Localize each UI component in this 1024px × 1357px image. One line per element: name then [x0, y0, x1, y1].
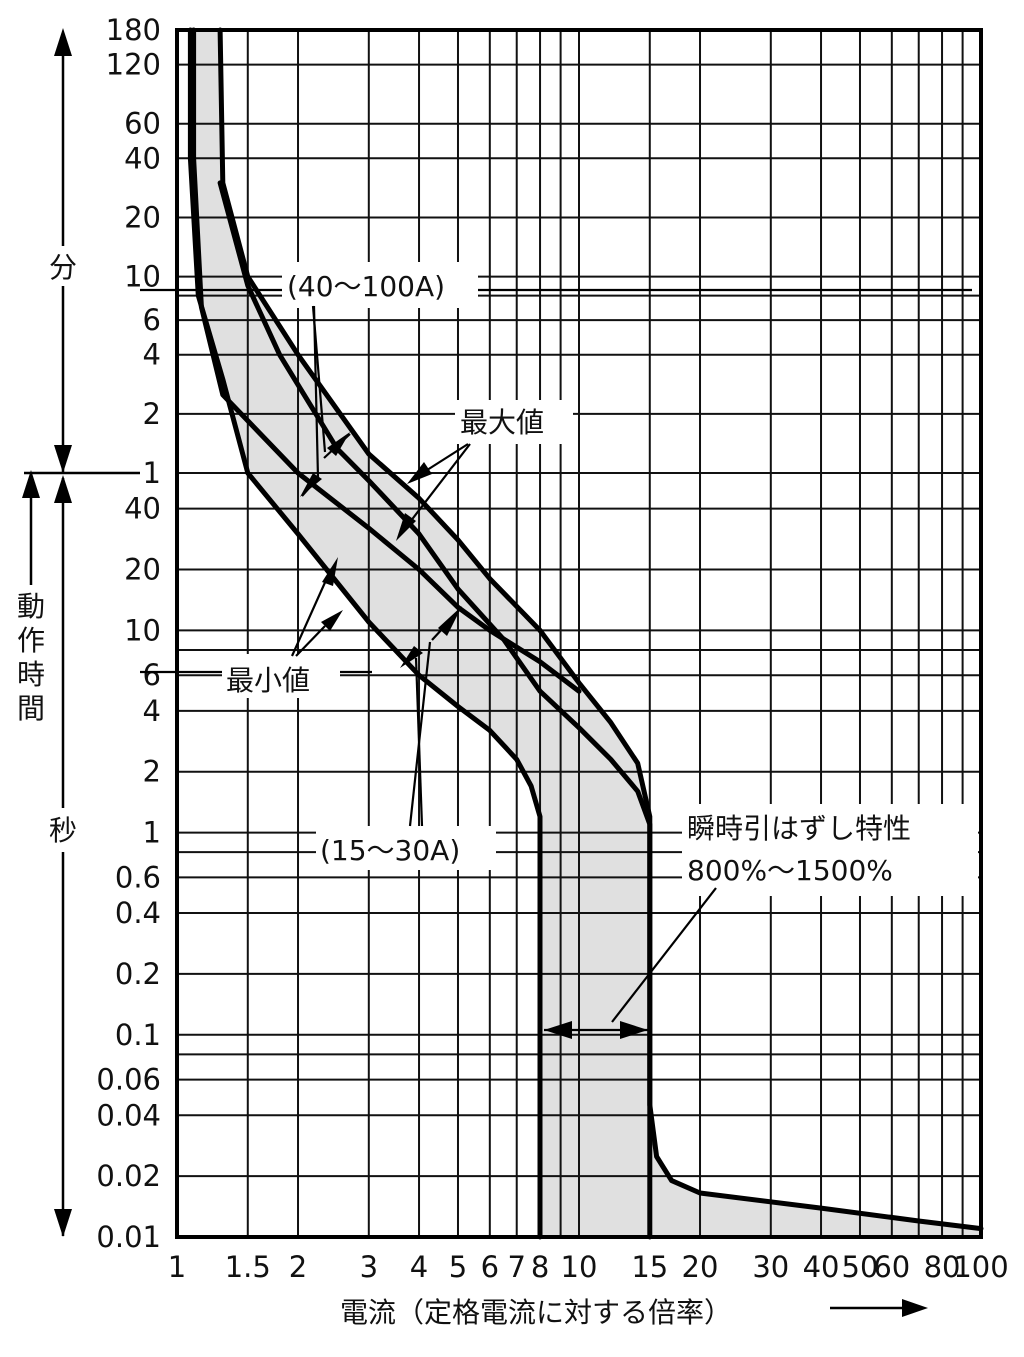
y-tick-label: 1	[143, 456, 161, 490]
y-tick-label: 0.4	[115, 896, 161, 930]
y-axis-label: 動作時間	[17, 590, 45, 725]
y-tick-label: 0.1	[115, 1018, 161, 1052]
annotation-40-100a: (40～100A)	[287, 270, 445, 303]
x-tick-label: 1	[168, 1250, 186, 1284]
x-tick-label: 40	[803, 1250, 840, 1284]
y-tick-label: 10	[124, 613, 161, 647]
x-tick-label: 7	[508, 1250, 526, 1284]
y-tick-label: 4	[143, 694, 161, 728]
y-tick-label: 120	[106, 48, 161, 82]
x-tick-label: 30	[752, 1250, 789, 1284]
y-axis-unit-indicators: 分 秒 動作時間	[17, 28, 140, 1237]
annotation-instantaneous-trip: 瞬時引はずし特性	[687, 812, 911, 845]
annotation-15-30a: (15～30A)	[320, 834, 460, 867]
y-tick-label: 0.04	[96, 1098, 161, 1132]
minutes-arrow-top-icon	[54, 28, 72, 56]
y-tick-label: 60	[124, 107, 161, 141]
y-tick-label: 6	[143, 658, 161, 692]
band-area	[190, 30, 981, 1237]
y-tick-label: 0.6	[115, 860, 161, 894]
trip-curves	[187, 27, 984, 1240]
x-tick-label: 15	[631, 1250, 668, 1284]
y-tick-label: 2	[143, 397, 161, 431]
x-tick-label: 6	[481, 1250, 499, 1284]
x-tick-label: 5	[449, 1250, 467, 1284]
y-tick-label: 40	[124, 141, 161, 175]
y-tick-label: 4	[143, 338, 161, 372]
grid	[176, 29, 982, 1238]
annotation-min-value: 最小値	[226, 664, 310, 697]
x-tick-label: 80	[924, 1250, 961, 1284]
y-tick-label: 20	[124, 552, 161, 586]
x-tick-label: 20	[682, 1250, 719, 1284]
x-tick-label: 10	[561, 1250, 598, 1284]
y-tick-label: 20	[124, 200, 161, 234]
x-axis-direction-arrow	[830, 1299, 928, 1317]
x-tick-label: 1.5	[225, 1250, 271, 1284]
x-axis-label: 電流（定格電流に対する倍率）	[340, 1296, 732, 1329]
y-tick-label: 0.06	[96, 1063, 161, 1097]
annotations: (40～100A) 最大値 最小値 (15～30A) 瞬時引はずし特性	[140, 262, 978, 1039]
annotation-max-value: 最大値	[460, 406, 544, 439]
y-tick-label: 180	[106, 13, 161, 47]
seconds-label: 秒	[49, 814, 77, 847]
arrow-right-icon	[620, 1021, 648, 1039]
minutes-arrow-bottom-icon	[54, 445, 72, 473]
y-tick-label: 0.2	[115, 957, 161, 991]
y-tick-label: 10	[124, 260, 161, 294]
x-tick-label: 3	[360, 1250, 378, 1284]
tolerance-band	[190, 30, 981, 1237]
plot-frame	[175, 28, 983, 1239]
curve-max-inner	[191, 27, 582, 694]
arrow-left-icon	[544, 1021, 572, 1039]
minutes-label: 分	[49, 251, 77, 284]
curve-min-inner	[217, 180, 653, 1240]
x-tick-label: 50	[842, 1250, 879, 1284]
y-tick-labels: 18012060402010642140201064210.60.40.20.1…	[96, 13, 161, 1254]
x-tick-label: 8	[531, 1250, 549, 1284]
ylabel-arrow-up-icon	[22, 470, 40, 498]
y-tick-label: 2	[143, 755, 161, 789]
y-tick-label: 1	[143, 816, 161, 850]
y-tick-label: 40	[124, 492, 161, 526]
x-tick-label: 100	[953, 1250, 1008, 1284]
x-arrow-icon	[902, 1299, 928, 1317]
x-tick-label: 4	[410, 1250, 428, 1284]
y-tick-label: 6	[143, 303, 161, 337]
x-tick-label: 60	[873, 1250, 910, 1284]
annotation-800-1500-percent: 800%～1500%	[687, 854, 893, 887]
y-tick-label: 0.02	[96, 1159, 161, 1193]
curve-max-outer	[217, 27, 984, 1232]
x-tick-label: 2	[289, 1250, 307, 1284]
y-tick-label: 0.01	[96, 1220, 161, 1254]
seconds-arrow-bottom-icon	[54, 1209, 72, 1237]
seconds-arrow-top-icon	[54, 475, 72, 503]
